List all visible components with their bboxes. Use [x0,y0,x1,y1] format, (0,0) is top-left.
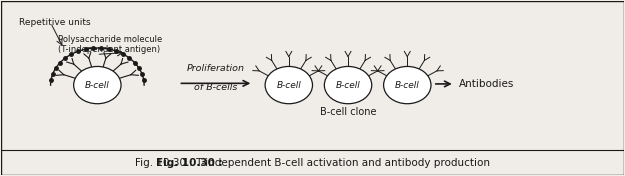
Text: Polysaccharide molecule
(T-independent antigen): Polysaccharide molecule (T-independent a… [58,35,162,54]
Text: Fig. 10.30 : T-independent B-cell activation and antibody production: Fig. 10.30 : T-independent B-cell activa… [135,158,490,168]
Text: of B-cells: of B-cells [194,83,238,92]
Ellipse shape [265,67,312,104]
Ellipse shape [74,67,121,104]
Text: B-cell: B-cell [276,81,301,90]
Text: B-cell: B-cell [85,81,110,90]
Text: Proliferation: Proliferation [187,64,245,73]
Text: Repetitive units: Repetitive units [19,18,91,27]
Text: Antibodies: Antibodies [459,79,514,89]
Ellipse shape [384,67,431,104]
Ellipse shape [324,67,372,104]
Text: B-cell clone: B-cell clone [320,107,376,117]
Text: Fig. 10.30 :: Fig. 10.30 : [156,158,222,168]
Text: B-cell: B-cell [395,81,419,90]
Text: B-cell: B-cell [336,81,361,90]
